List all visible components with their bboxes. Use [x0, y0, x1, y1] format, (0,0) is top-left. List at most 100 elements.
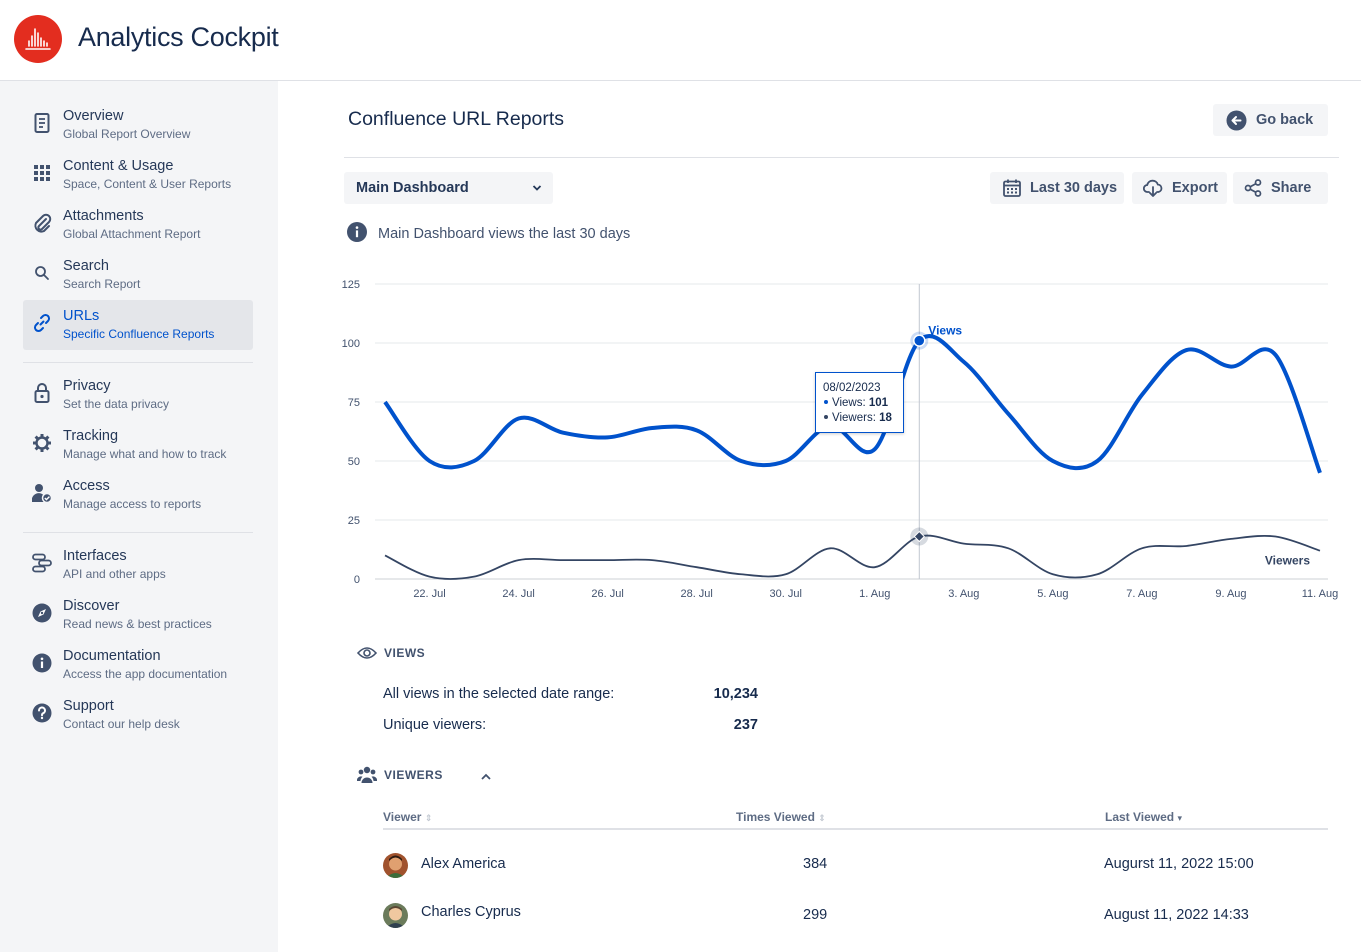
views-line-chart[interactable]: 0 25 50 75 100 125 22. Jul 24. Jul 26. Jul 28. Ju… [330, 270, 1340, 610]
sidebar-item-subtitle: Contact our help desk [63, 717, 180, 731]
hover-marker-views [913, 334, 926, 347]
tooltip-date: 08/02/2023 [823, 382, 881, 394]
all-views-value: 10,234 [713, 686, 758, 702]
x-tick-label: 26. Jul [591, 588, 623, 600]
share-label: Share [1271, 180, 1312, 196]
header-divider [344, 157, 1339, 158]
app-title: Analytics Cockpit [78, 22, 279, 52]
series-line-viewers [384, 534, 1321, 580]
sidebar-item-title: Tracking [63, 428, 119, 444]
views-section-header: VIEWS [357, 646, 425, 660]
users-icon [357, 766, 377, 784]
calendar-icon [1003, 179, 1021, 197]
column-header-last-viewed[interactable]: Last Viewed ▾ [1105, 810, 1182, 824]
analytics-logo-icon[interactable] [14, 15, 62, 63]
date-range-button[interactable]: Last 30 days [990, 172, 1124, 204]
y-tick-label: 100 [342, 338, 360, 350]
sort-icon: ⇕ [424, 813, 433, 823]
x-tick-label: 9. Aug [1215, 588, 1246, 600]
series-label-viewers: Viewers [1265, 554, 1310, 568]
views-heading: VIEWS [384, 646, 426, 660]
viewer-name: Alex America [421, 856, 506, 872]
user-check-icon [32, 483, 52, 503]
dashboard-select-value: Main Dashboard [356, 180, 469, 196]
gear-icon [32, 433, 52, 453]
unique-viewers-value: 237 [733, 717, 758, 733]
go-back-button[interactable]: Go back [1213, 104, 1328, 136]
column-header-viewer[interactable]: Viewer ⇕ [383, 810, 432, 824]
sidebar-item-privacy[interactable]: Privacy Set the data privacy [23, 370, 253, 420]
sidebar-item-title: Documentation [63, 648, 161, 664]
sidebar-item-title: Interfaces [63, 548, 127, 564]
info-text: Main Dashboard views the last 30 days [378, 226, 631, 242]
top-bar: Analytics Cockpit [0, 0, 1361, 81]
x-tick-label: 11. Aug [1302, 588, 1339, 600]
sidebar-item-subtitle: Access the app documentation [63, 667, 228, 681]
sidebar-item-documentation[interactable]: Documentation Access the app documentati… [23, 640, 253, 690]
search-icon [32, 263, 52, 283]
sidebar-item-subtitle: Manage access to reports [63, 497, 202, 511]
export-label: Export [1172, 180, 1218, 196]
sidebar-item-subtitle: Specific Confluence Reports [63, 327, 215, 341]
sidebar-item-search[interactable]: Search Search Report [23, 250, 253, 300]
paperclip-icon [32, 213, 52, 233]
chevron-up-icon[interactable] [480, 770, 492, 788]
x-tick-label: 5. Aug [1037, 588, 1068, 600]
tooltip-viewers-label: Viewers: [832, 412, 876, 424]
sidebar-item-content-usage[interactable]: Content & Usage Space, Content & User Re… [23, 150, 253, 200]
times-viewed: 299 [803, 907, 828, 923]
dashboard-select[interactable]: Main Dashboard [344, 172, 553, 204]
sidebar-item-subtitle: API and other apps [63, 567, 166, 581]
sidebar-item-overview[interactable]: Overview Global Report Overview [23, 100, 253, 150]
column-header-times-viewed[interactable]: Times Viewed ⇕ [736, 810, 826, 824]
sidebar-divider [23, 532, 253, 533]
sidebar-item-title: Access [63, 478, 110, 494]
sidebar-item-attachments[interactable]: Attachments Global Attachment Report [23, 200, 253, 250]
link-icon [32, 313, 52, 333]
sidebar-item-title: Overview [63, 108, 124, 124]
sort-desc-icon: ▾ [1177, 813, 1183, 823]
last-viewed: Augurst 11, 2022 15:00 [1104, 856, 1254, 872]
x-tick-label: 3. Aug [948, 588, 979, 600]
sidebar-item-title: URLs [63, 308, 100, 324]
compass-icon [32, 603, 52, 623]
x-tick-label: 7. Aug [1126, 588, 1157, 600]
page-title: Confluence URL Reports [348, 108, 565, 130]
sidebar-item-urls[interactable]: URLs Specific Confluence Reports [23, 300, 253, 350]
tooltip-views-row: Views: 101 [823, 396, 903, 411]
unique-viewers-label: Unique viewers: [383, 717, 487, 733]
arrow-left-circle-icon [1226, 110, 1247, 131]
times-viewed: 384 [803, 856, 828, 872]
avatar [383, 853, 408, 878]
sidebar-item-title: Support [63, 698, 114, 714]
sidebar-item-discover[interactable]: Discover Read news & best practices [23, 590, 253, 640]
column-header-label: Viewer [383, 810, 422, 824]
viewers-dot-icon [824, 414, 828, 419]
sidebar-item-tracking[interactable]: Tracking Manage what and how to track [23, 420, 253, 470]
share-button[interactable]: Share [1233, 172, 1328, 204]
tooltip-viewers-row: Viewers: 18 [823, 411, 903, 426]
sidebar-item-subtitle: Set the data privacy [63, 397, 170, 411]
series-line-views [383, 334, 1322, 474]
sort-icon: ⇕ [818, 813, 826, 823]
share-icon [1244, 179, 1262, 197]
sidebar-item-support[interactable]: Support Contact our help desk [23, 690, 253, 740]
y-tick-label: 75 [348, 397, 360, 409]
sidebar-item-subtitle: Search Report [63, 277, 141, 291]
export-button[interactable]: Export [1132, 172, 1227, 204]
sidebar-item-subtitle: Global Report Overview [63, 127, 191, 141]
tooltip-viewers-value: 18 [879, 412, 892, 424]
sidebar-item-interfaces[interactable]: Interfaces API and other apps [23, 540, 253, 590]
hover-marker-viewers [913, 530, 925, 543]
info-icon [347, 221, 367, 247]
x-tick-label: 28. Jul [680, 588, 712, 600]
sidebar-item-subtitle: Space, Content & User Reports [63, 177, 232, 191]
x-tick-label: 1. Aug [859, 588, 890, 600]
sidebar-item-subtitle: Global Attachment Report [63, 227, 201, 241]
cloud-download-icon [1143, 179, 1163, 197]
viewer-name: Charles Cyprus [421, 904, 521, 920]
x-tick-label: 30. Jul [770, 588, 802, 600]
sidebar-item-subtitle: Read news & best practices [63, 617, 212, 631]
sidebar-divider [23, 362, 253, 363]
sidebar-item-access[interactable]: Access Manage access to reports [23, 470, 253, 520]
